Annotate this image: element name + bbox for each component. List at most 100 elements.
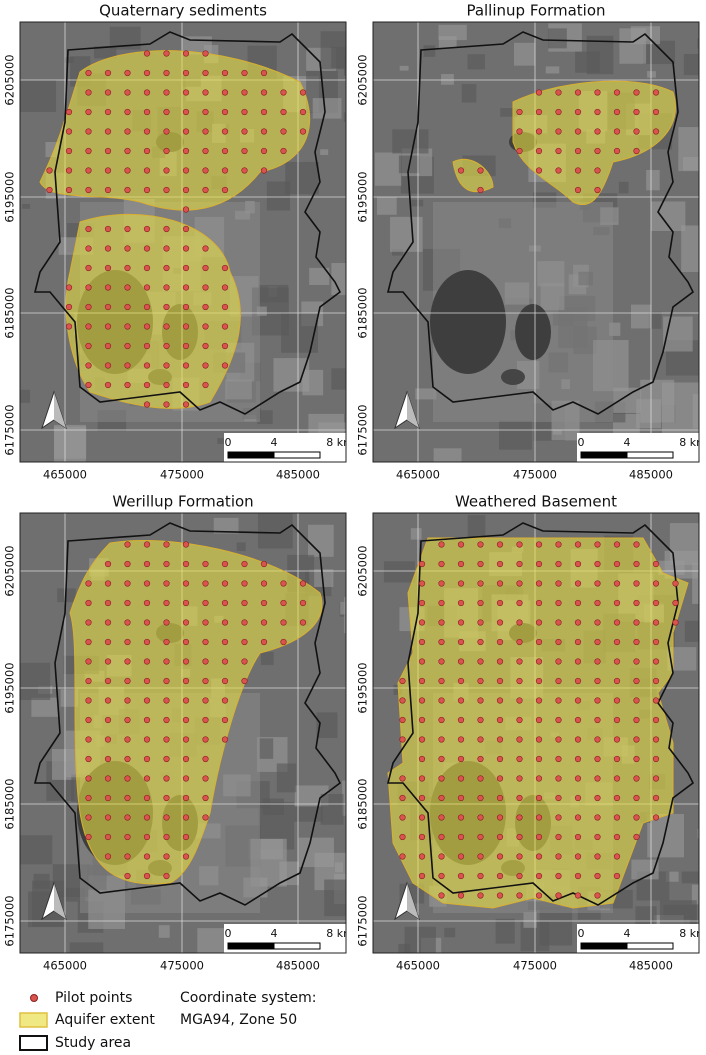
pilot-point (399, 677, 406, 685)
pilot-point (124, 814, 131, 821)
pilot-point (574, 108, 582, 116)
imagery-patch (609, 322, 621, 336)
pilot-point (260, 147, 268, 155)
pilot-point (594, 128, 601, 135)
imagery-patch (260, 651, 274, 666)
pilot-point (418, 755, 426, 763)
pilot-point (496, 619, 504, 626)
pilot-point (104, 342, 112, 350)
pilot-point (104, 245, 112, 252)
pilot-point (555, 167, 562, 174)
pilot-point (143, 541, 151, 548)
pilot-point (652, 128, 660, 135)
pilot-point (555, 775, 562, 782)
pilot-point (555, 638, 562, 646)
pilot-point (221, 147, 229, 155)
pilot-point (241, 677, 248, 685)
pilot-point (260, 167, 268, 174)
pilot-point (652, 814, 660, 821)
pilot-point (163, 264, 170, 272)
imagery-patch (343, 597, 346, 634)
imagery-patch (665, 871, 679, 882)
pilot-point (221, 342, 229, 350)
imagery-patch (383, 561, 415, 583)
pilot-point (574, 755, 582, 763)
pilot-point (163, 284, 170, 291)
pilot-point (574, 814, 582, 821)
pilot-point (555, 736, 562, 743)
pilot-point (182, 794, 190, 802)
pilot-point (104, 323, 112, 330)
pilot-point (163, 677, 170, 685)
pilot-point (555, 833, 562, 841)
scale-black (580, 942, 628, 950)
pilot-point (516, 736, 523, 743)
pilot-point (182, 775, 190, 782)
pilot-point (613, 541, 621, 548)
pilot-point (104, 736, 112, 743)
study-area (33, 522, 342, 906)
pilot-point (299, 108, 307, 116)
imagery-patch (20, 79, 57, 112)
pilot-point (143, 833, 151, 841)
pilot-point (574, 872, 582, 880)
pilot-point (104, 128, 112, 135)
pilot-point (633, 541, 640, 548)
pilot-point (260, 560, 268, 568)
pilot-point (202, 794, 209, 802)
scale-label: 4 (271, 927, 278, 940)
pilot-point (535, 814, 543, 821)
pilot-point (438, 541, 445, 548)
pilot-point (104, 89, 112, 96)
pilot-point (594, 814, 601, 821)
pilot-point (652, 794, 660, 802)
legend-aquifer (19, 1012, 48, 1028)
pilot-point (457, 580, 465, 587)
pilot-point (652, 638, 660, 646)
scale-label: 0 (225, 436, 232, 449)
pilot-point (124, 323, 131, 330)
pilot-point (574, 560, 582, 568)
pilot-point (496, 658, 504, 665)
lake (430, 270, 506, 374)
pilot-point (613, 108, 621, 116)
pilot-point (221, 599, 229, 607)
pilot-point (143, 245, 151, 252)
pilot-point (633, 794, 640, 802)
pilot-point (555, 755, 562, 763)
pilot-point (299, 89, 307, 96)
pilot-point (46, 186, 53, 194)
pilot-point (124, 755, 131, 763)
imagery-patch (309, 569, 334, 587)
pilot-point (163, 541, 170, 548)
pilot-point (496, 892, 504, 899)
imagery-patch (545, 66, 560, 74)
pilot-point (516, 716, 523, 724)
pilot-point (143, 775, 151, 782)
pilot-point (124, 69, 131, 77)
pilot-point (418, 716, 426, 724)
pilot-point (535, 658, 543, 665)
x-tick-label: 475000 (160, 959, 204, 973)
pilot-point (124, 225, 131, 233)
pilot-point (163, 147, 170, 155)
y-tick-label: 6195000 (356, 171, 370, 222)
pilot-point (85, 775, 92, 782)
pilot-point (613, 697, 621, 704)
pilot-point (202, 775, 209, 782)
pilot-point (555, 716, 562, 724)
pilot-point (496, 775, 504, 782)
pilot-point (221, 167, 229, 174)
pilot-point (418, 872, 426, 880)
pilot-point (535, 619, 543, 626)
pilot-point (496, 814, 504, 821)
study-area (33, 31, 342, 415)
pilot-point (182, 108, 190, 116)
pilot-point (182, 716, 190, 724)
pilot-point (85, 342, 92, 350)
pilot-point (182, 638, 190, 646)
pilot-point (241, 658, 248, 665)
pilot-point (477, 833, 484, 841)
pilot-point (633, 697, 640, 704)
pilot-point (124, 362, 131, 369)
